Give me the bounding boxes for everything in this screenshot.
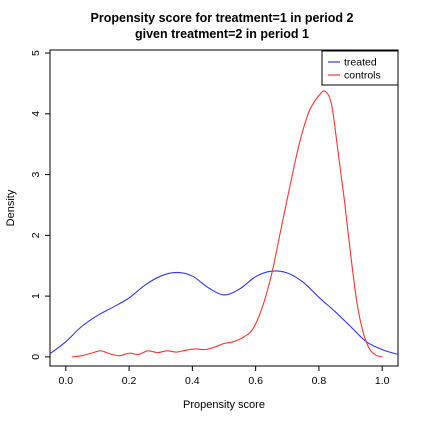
- x-axis-label: Propensity score: [183, 399, 265, 411]
- y-axis-label: Density: [5, 189, 17, 226]
- y-axis: 0 1 2 3 4 5: [30, 50, 51, 360]
- legend: treated controls: [321, 50, 399, 86]
- plot-area: 0.0 0.2 0.4 0.6 0.8 1.0 0 1 2 3 4 5: [30, 49, 399, 387]
- chart-title-line-1: Propensity score for treatment=1 in peri…: [91, 11, 354, 25]
- x-tick-label: 0.0: [59, 375, 74, 387]
- series-line-controls: [72, 90, 383, 358]
- x-tick-label: 0.6: [248, 375, 263, 387]
- x-tick-label: 0.2: [122, 375, 137, 387]
- y-tick-label: 0: [30, 354, 42, 360]
- y-tick-label: 4: [30, 111, 42, 117]
- x-tick-label: 0.8: [312, 375, 327, 387]
- series-line-treated: [49, 270, 399, 355]
- legend-label-controls: controls: [344, 70, 381, 82]
- x-tick-label: 1.0: [375, 375, 390, 387]
- y-tick-label: 5: [30, 50, 42, 56]
- series-layer: [49, 90, 399, 358]
- legend-box: [321, 50, 399, 86]
- y-tick-label: 3: [30, 171, 42, 177]
- y-tick-label: 2: [30, 232, 42, 238]
- chart-title-line-2: given treatment=2 in period 1: [135, 27, 309, 41]
- x-tick-label: 0.4: [185, 375, 200, 387]
- x-axis: 0.0 0.2 0.4 0.6 0.8 1.0: [59, 365, 390, 387]
- legend-label-treated: treated: [344, 57, 377, 69]
- y-tick-label: 1: [30, 293, 42, 299]
